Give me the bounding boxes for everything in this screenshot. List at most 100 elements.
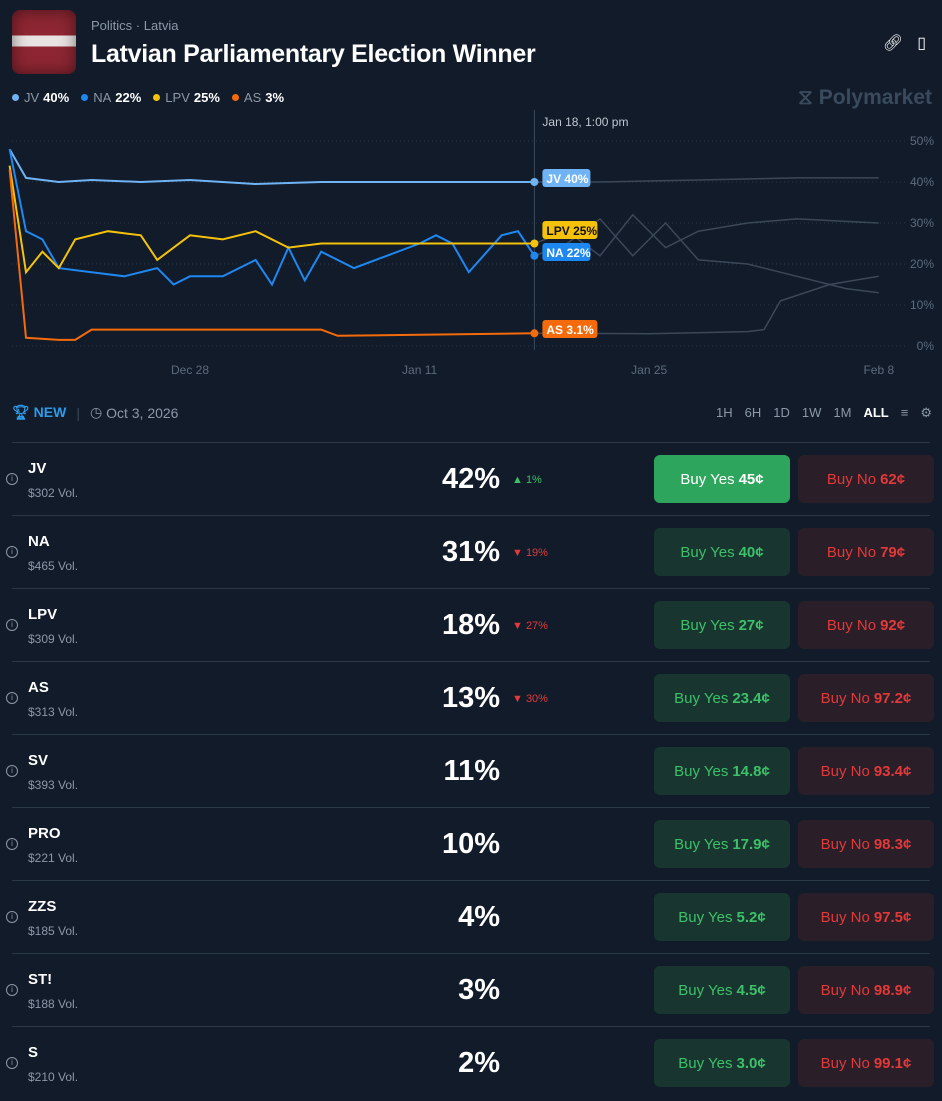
outcome-name: ZZS [28, 898, 57, 915]
outcome-volume: $309 Vol. [28, 632, 79, 646]
outcome-change: ▼ 19% [512, 547, 548, 559]
series-label-lpv: LPV 25% [546, 224, 597, 238]
legend-item: AS 3% [231, 90, 284, 105]
settings-icon[interactable]: ⚙ [920, 404, 932, 420]
outcome-row: i LPV $309 Vol. 18% ▼ 27% Buy Yes 27¢ Buy… [6, 588, 934, 661]
buy-no-button[interactable]: Buy No 99.1¢ [798, 1039, 934, 1087]
buy-yes-button[interactable]: Buy Yes 45¢ [654, 455, 790, 503]
info-icon[interactable]: i [6, 619, 18, 631]
info-icon[interactable]: i [6, 838, 18, 850]
outcome-name: PRO [28, 825, 61, 842]
outcome-probability: 42% [441, 463, 500, 495]
buy-no-button[interactable]: Buy No 97.2¢ [798, 674, 934, 722]
buy-yes-button[interactable]: Buy Yes 17.9¢ [654, 820, 790, 868]
range-1m[interactable]: 1M [833, 405, 852, 420]
link-icon[interactable]: 🔗︎ [882, 35, 904, 52]
series-label-bg [542, 243, 591, 261]
info-icon[interactable]: i [6, 692, 18, 704]
outcome-row: i AS $313 Vol. 13% ▼ 30% Buy Yes 23.4¢ Bu… [6, 661, 934, 734]
outcome-change: ▼ 30% [512, 693, 548, 705]
info-icon[interactable]: i [6, 473, 18, 485]
range-all[interactable]: ALL [863, 405, 889, 420]
latvia-flag-image [12, 10, 76, 74]
info-icon[interactable]: i [6, 765, 18, 777]
buy-yes-button[interactable]: Buy Yes 27¢ [654, 601, 790, 649]
series-label-as: AS 3.1% [546, 323, 594, 337]
info-icon[interactable]: i [6, 911, 18, 923]
series-line-as [8, 169, 535, 341]
x-tick-label: Dec 28 [171, 363, 209, 377]
price-chart[interactable]: 50% 40% 30% 20% 10% 0% Dec 28 Jan 11 Jan 25 Feb 8… [0, 110, 942, 380]
info-icon[interactable]: i [6, 1057, 18, 1069]
breadcrumb-subcategory[interactable]: Latvia [143, 18, 179, 33]
range-1d[interactable]: 1D [773, 405, 790, 420]
outcome-row: i PRO $221 Vol. 10% Buy Yes 17.9¢ Buy No 9… [6, 807, 934, 880]
buy-yes-button[interactable]: Buy Yes 40¢ [654, 528, 790, 576]
buy-yes-button[interactable]: Buy Yes 4.5¢ [654, 966, 790, 1014]
outcome-name: ST! [28, 971, 53, 988]
outcome-probability: 10% [441, 828, 500, 860]
outcome-change: ▲ 1% [512, 474, 542, 486]
series-future-lpv [534, 213, 879, 257]
buy-no-button[interactable]: Buy No 79¢ [798, 528, 934, 576]
sort-icon[interactable]: ≡ [900, 405, 909, 420]
buy-no-button[interactable]: Buy No 98.9¢ [798, 966, 934, 1014]
series-line-jv [8, 148, 535, 186]
outcome-row: i S $210 Vol. 2% Buy Yes 3.0¢ Buy No 99.1¢ [6, 1026, 934, 1099]
series-point-jv [530, 178, 539, 186]
polymarket-logo: ⧖ Polymarket [798, 86, 932, 109]
y-tick-label: 50% [910, 134, 934, 148]
series-line-lpv [8, 165, 535, 275]
info-icon[interactable]: i [6, 546, 18, 558]
y-tick-label: 40% [910, 175, 934, 189]
range-1h[interactable]: 1H [716, 405, 733, 420]
outcome-probability: 13% [441, 682, 500, 714]
range-6h[interactable]: 6H [744, 405, 762, 420]
outcome-change: ▼ 27% [512, 620, 548, 632]
legend-item: NA 22% [81, 90, 141, 105]
series-label-na: NA 22% [546, 246, 591, 260]
trophy-icon: 🏆︎ [12, 404, 30, 420]
outcome-probability: 2% [458, 1047, 500, 1079]
new-badge: 🏆︎ NEW [12, 404, 67, 420]
buy-yes-button[interactable]: Buy Yes 23.4¢ [654, 674, 790, 722]
outcome-name: S [28, 1044, 39, 1061]
outcome-volume: $188 Vol. [28, 997, 79, 1011]
outcome-name: LPV [28, 606, 58, 623]
outcome-volume: $185 Vol. [28, 924, 79, 938]
series-point-as [530, 329, 539, 338]
range-1w[interactable]: 1W [801, 405, 822, 420]
buy-yes-button[interactable]: Buy Yes 5.2¢ [654, 893, 790, 941]
outcome-name: JV [28, 460, 47, 477]
breadcrumb-category[interactable]: Politics [91, 18, 133, 33]
outcome-row: i ST! $188 Vol. 3% Buy Yes 4.5¢ Buy No 98.… [6, 953, 934, 1026]
outcome-probability: 18% [441, 609, 500, 641]
outcome-volume: $313 Vol. [28, 705, 79, 719]
y-tick-label: 30% [910, 216, 934, 230]
buy-no-button[interactable]: Buy No 98.3¢ [798, 820, 934, 868]
info-icon[interactable]: i [6, 984, 18, 996]
chart-legend: JV 40% NA 22% LPV 25% AS 3% [12, 90, 284, 105]
buy-yes-button[interactable]: Buy Yes 3.0¢ [654, 1039, 790, 1087]
buy-no-button[interactable]: Buy No 97.5¢ [798, 893, 934, 941]
outcome-volume: $465 Vol. [28, 559, 79, 573]
bookmark-icon[interactable]: ▯ [917, 35, 926, 52]
series-label-bg [542, 221, 598, 239]
buy-no-button[interactable]: Buy No 62¢ [798, 455, 934, 503]
outcome-volume: $221 Vol. [28, 851, 79, 865]
series-label-jv: JV 40% [546, 172, 588, 186]
x-tick-label: Jan 25 [631, 363, 667, 377]
buy-no-button[interactable]: Buy No 92¢ [798, 601, 934, 649]
outcome-probability: 11% [443, 755, 500, 787]
legend-item: LPV 25% [153, 90, 220, 105]
end-date: Oct 3, 2026 [106, 404, 179, 421]
page-title: Latvian Parliamentary Election Winner [91, 40, 536, 68]
legend-item: JV 40% [12, 90, 69, 105]
series-label-bg [542, 320, 598, 338]
buy-no-button[interactable]: Buy No 93.4¢ [798, 747, 934, 795]
buy-yes-button[interactable]: Buy Yes 14.8¢ [654, 747, 790, 795]
series-point-na [530, 251, 539, 260]
outcome-volume: $393 Vol. [28, 778, 79, 792]
outcome-row: i ZZS $185 Vol. 4% Buy Yes 5.2¢ Buy No 97.… [6, 880, 934, 953]
outcome-volume: $210 Vol. [28, 1070, 79, 1084]
